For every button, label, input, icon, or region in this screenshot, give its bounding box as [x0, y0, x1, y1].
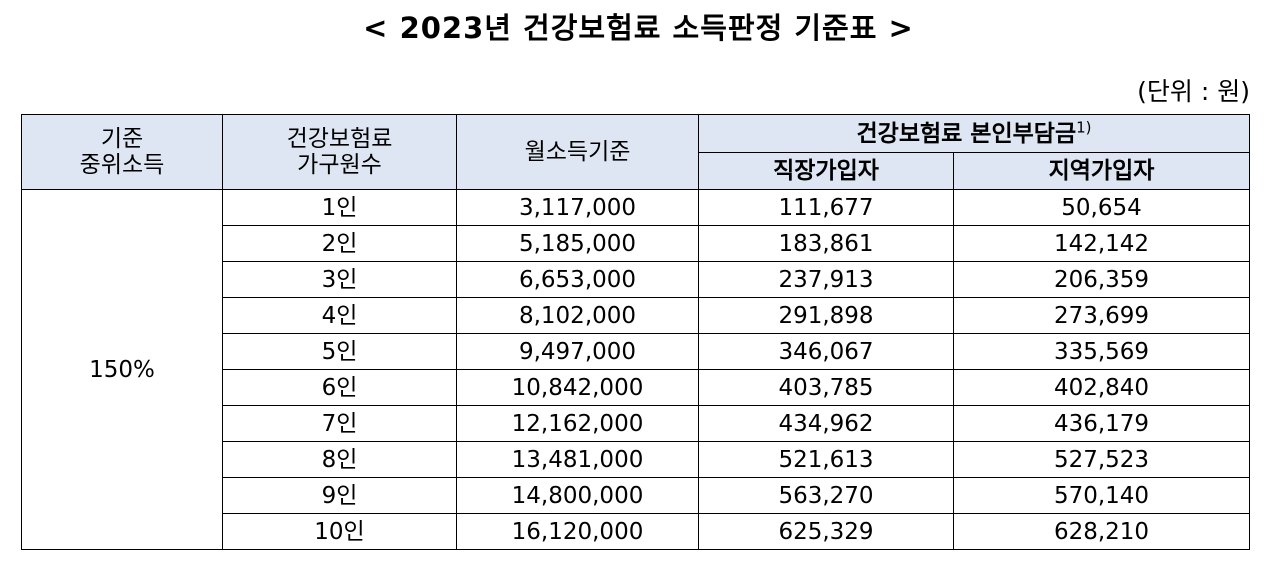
employee-premium-cell: 625,329: [698, 513, 954, 550]
regional-premium-cell: 628,210: [952, 513, 1251, 550]
household-cell: 1인: [222, 189, 457, 226]
header-premium-group: 건강보험료 본인부담금1): [697, 114, 1251, 153]
table-row: 150% 1인 3,117,000 111,677 50,654: [21, 189, 1251, 550]
monthly-income-cell: 3,117,000: [456, 189, 699, 226]
household-cell: 10인: [222, 513, 457, 550]
regional-premium-cell: 436,179: [952, 405, 1251, 442]
regional-premium-cell: 527,523: [952, 441, 1251, 478]
household-cell: 7인: [222, 405, 457, 442]
header-median-income: 기준 중위소득: [21, 114, 223, 190]
monthly-income-cell: 8,102,000: [456, 297, 699, 334]
table-row: 10인 16,120,000 625,329 628,210: [22, 513, 1251, 550]
regional-premium-cell: 335,569: [952, 333, 1251, 370]
footnote-marker: 1): [1076, 117, 1092, 136]
table-row: 4인 8,102,000 291,898 273,699: [22, 297, 1251, 334]
header-household-size: 건강보험료 가구원수: [222, 114, 457, 190]
table-header: 기준 중위소득 건강보험료 가구원수 월소득기준 건강보험료 본인부담금1) 직…: [21, 114, 1251, 190]
monthly-income-cell: 14,800,000: [456, 477, 699, 514]
header-monthly-income: 월소득기준: [456, 114, 699, 190]
page-title: < 2023년 건강보험료 소득판정 기준표 >: [363, 11, 914, 45]
monthly-income-cell: 6,653,000: [456, 261, 699, 298]
regional-premium-cell: 570,140: [952, 477, 1251, 514]
header-regional-subscriber: 지역가입자: [952, 152, 1251, 190]
unit-label: (단위 : 원): [1137, 77, 1250, 106]
header-employee-subscriber: 직장가입자: [698, 152, 954, 190]
employee-premium-cell: 563,270: [698, 477, 954, 514]
household-cell: 5인: [222, 333, 457, 370]
employee-premium-cell: 346,067: [698, 333, 954, 370]
household-cell: 8인: [222, 441, 457, 478]
table-row: 5인 9,497,000 346,067 335,569: [22, 333, 1251, 370]
table-body: 150% 1인 3,117,000 111,677 50,654 2인 5,185,000 1…: [21, 189, 1251, 550]
employee-premium-cell: 403,785: [698, 369, 954, 406]
household-cell: 3인: [222, 261, 457, 298]
regional-premium-cell: 206,359: [952, 261, 1251, 298]
household-cell: 6인: [222, 369, 457, 406]
monthly-income-cell: 13,481,000: [456, 441, 699, 478]
monthly-income-cell: 16,120,000: [456, 513, 699, 550]
monthly-income-cell: 12,162,000: [456, 405, 699, 442]
table-row: 6인 10,842,000 403,785 402,840: [22, 369, 1251, 406]
monthly-income-cell: 9,497,000: [456, 333, 699, 370]
household-cell: 9인: [222, 477, 457, 514]
employee-premium-cell: 521,613: [698, 441, 954, 478]
median-income-cell: 150%: [21, 189, 223, 550]
regional-premium-cell: 142,142: [952, 225, 1251, 262]
monthly-income-cell: 5,185,000: [456, 225, 699, 262]
employee-premium-cell: 291,898: [698, 297, 954, 334]
employee-premium-cell: 237,913: [698, 261, 954, 298]
regional-premium-cell: 273,699: [952, 297, 1251, 334]
employee-premium-cell: 434,962: [698, 405, 954, 442]
regional-premium-cell: 50,654: [952, 189, 1251, 226]
household-cell: 2인: [222, 225, 457, 262]
table-row: 7인 12,162,000 434,962 436,179: [22, 405, 1251, 442]
table-row: 8인 13,481,000 521,613 527,523: [22, 441, 1251, 478]
employee-premium-cell: 111,677: [698, 189, 954, 226]
household-cell: 4인: [222, 297, 457, 334]
employee-premium-cell: 183,861: [698, 225, 954, 262]
monthly-income-cell: 10,842,000: [456, 369, 699, 406]
income-criteria-table: 기준 중위소득 건강보험료 가구원수 월소득기준 건강보험료 본인부담금1) 직…: [21, 114, 1251, 550]
regional-premium-cell: 402,840: [952, 369, 1251, 406]
header-premium-group-label: 건강보험료 본인부담금: [856, 120, 1077, 147]
